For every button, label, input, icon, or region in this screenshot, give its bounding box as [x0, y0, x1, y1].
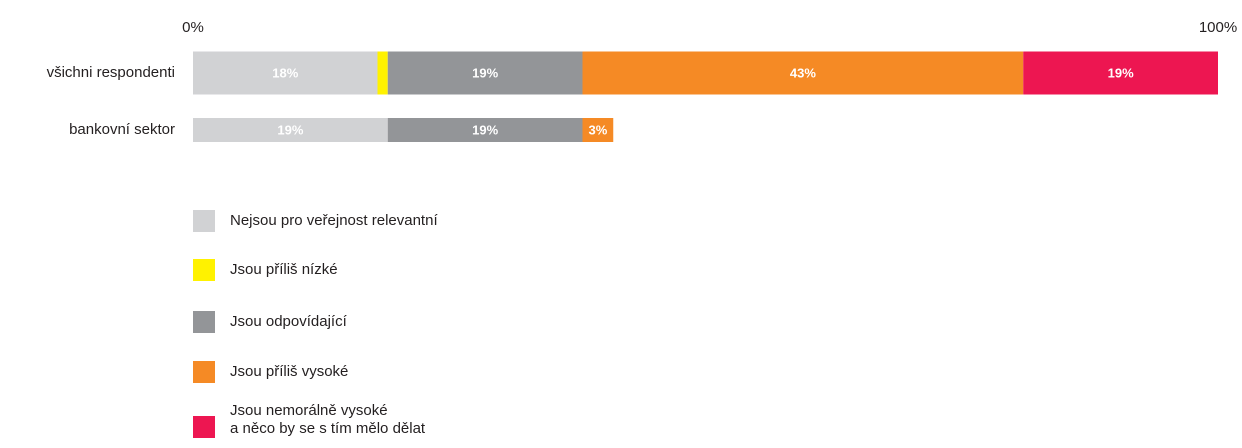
data-label: 18%	[272, 65, 298, 80]
legend-swatch	[193, 361, 215, 383]
legend-swatch	[193, 210, 215, 232]
legend-label: Jsou odpovídající	[230, 313, 347, 330]
legend-item: Jsou odpovídající	[193, 311, 347, 333]
data-label: 19%	[472, 65, 498, 80]
bar-segment	[1023, 51, 1218, 95]
x-tick-label: 100%	[1199, 19, 1237, 36]
bar-segment	[193, 118, 388, 142]
legend-swatch	[193, 416, 215, 438]
legend-item: Jsou příliš vysoké	[193, 361, 348, 383]
legend-label: Jsou příliš vysoké	[230, 363, 349, 380]
legend-item: Jsou nemorálně vysoké a něco by se s tím…	[193, 402, 425, 438]
legend-swatch	[193, 259, 215, 281]
bar-segment	[582, 51, 1024, 95]
data-label: 3%	[588, 122, 607, 137]
bar-segment	[387, 51, 583, 95]
legend-label: Jsou nemorálně vysoké a něco by se s tím…	[230, 402, 426, 437]
bar-segment	[387, 118, 583, 142]
legend-swatch	[193, 311, 215, 333]
chart: 0% 100% všichni respondenti 18% 19% 43% 19% ban…	[47, 19, 1237, 142]
x-tick-label: 0%	[182, 19, 204, 36]
legend-item: Jsou příliš nízké	[193, 259, 338, 281]
category-label: bankovní sektor	[69, 121, 175, 138]
data-label: 19%	[277, 122, 303, 137]
data-label: 19%	[472, 122, 498, 137]
data-label: 43%	[790, 65, 816, 80]
legend-label: Nejsou pro veřejnost relevantní	[230, 212, 438, 229]
category-label: všichni respondenti	[47, 64, 175, 81]
data-label: 19%	[1108, 65, 1134, 80]
bar-segment	[193, 51, 378, 95]
legend-item: Nejsou pro veřejnost relevantní	[193, 210, 438, 232]
bar-segment	[377, 51, 388, 95]
legend-label: Jsou příliš nízké	[230, 261, 338, 278]
bar-segment	[582, 118, 614, 142]
